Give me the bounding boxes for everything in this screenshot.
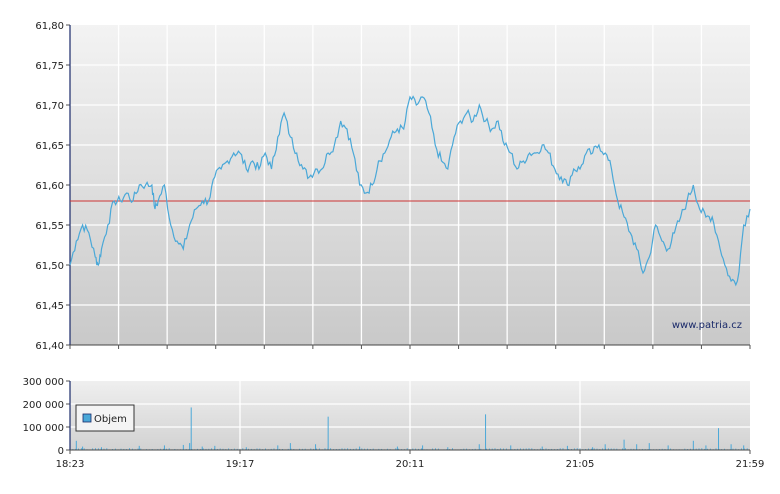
volume-y-tick-label: 200 000 (23, 400, 64, 411)
legend-swatch (82, 413, 92, 423)
volume-y-tick-label: 100 000 (23, 423, 64, 434)
volume-legend: Objem (75, 404, 135, 432)
y-tick-label: 61,65 (35, 141, 64, 152)
price-plot: 61,40 61,45 61,50 61,55 61,60 61,65 61,70 61,75… (35, 21, 751, 352)
volume-plot: 0 100 000 200 000 300 000 18:23 19:17 20:11 21:… (23, 377, 765, 470)
y-tick-label: 61,80 (35, 21, 64, 32)
y-tick-label: 61,75 (35, 61, 64, 72)
x-tick-label: 21:05 (566, 459, 595, 470)
y-tick-label: 61,70 (35, 101, 64, 112)
y-tick-label: 61,50 (35, 261, 64, 272)
x-tick-label: 20:11 (396, 459, 425, 470)
price-series-line (69, 95, 751, 287)
x-tick-label: 19:17 (226, 459, 255, 470)
y-tick-label: 61,40 (35, 341, 64, 352)
y-tick-label: 61,60 (35, 181, 64, 192)
x-tick-label: 18:23 (56, 459, 85, 470)
volume-y-tick-label: 300 000 (23, 377, 64, 388)
y-tick-label: 61,45 (35, 301, 64, 312)
x-tick-label: 21:59 (736, 459, 765, 470)
legend-label: Objem (94, 414, 127, 425)
watermark: www.patria.cz (672, 320, 742, 331)
volume-y-tick-label: 0 (58, 446, 64, 457)
y-tick-label: 61,55 (35, 221, 64, 232)
